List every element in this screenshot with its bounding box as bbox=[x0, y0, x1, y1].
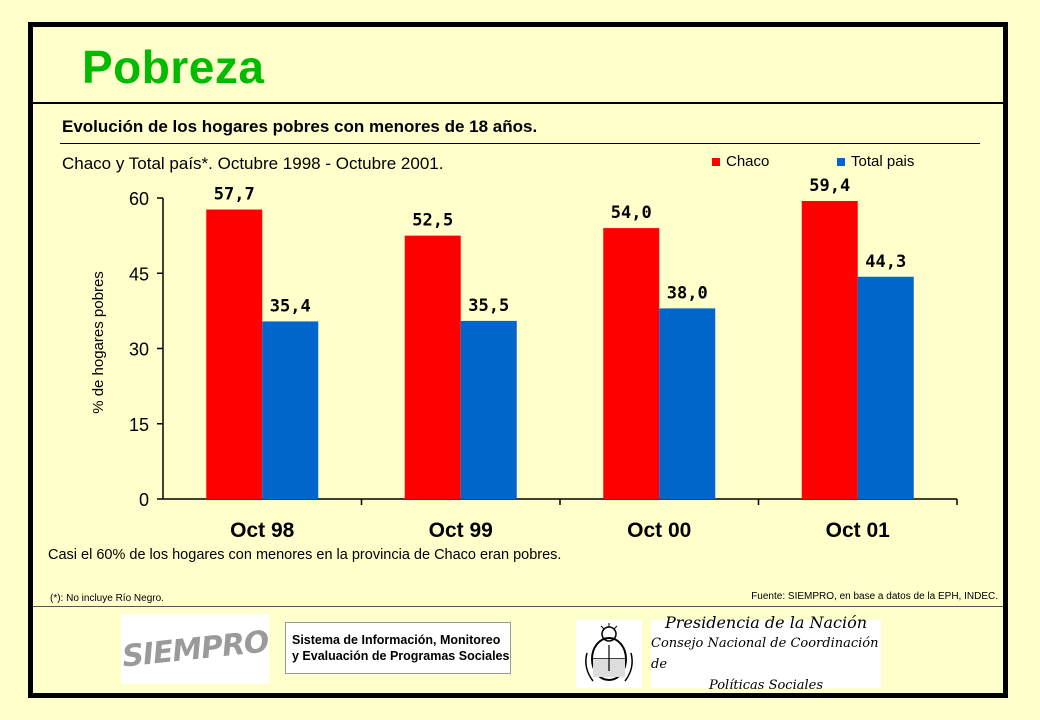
program-logo-line2: y Evaluación de Programas Sociales bbox=[292, 649, 510, 663]
source-note: Fuente: SIEMPRO, en base a datos de la E… bbox=[751, 591, 998, 602]
bar-total-3 bbox=[857, 276, 914, 499]
legend-item-total: Total pais bbox=[837, 153, 914, 170]
data-label: 35,4 bbox=[270, 296, 311, 316]
bar-chaco-2 bbox=[603, 228, 660, 499]
data-label: 54,0 bbox=[611, 203, 652, 223]
legend-label-total: Total pais bbox=[851, 153, 915, 170]
presidency-line3: Políticas Sociales bbox=[708, 678, 824, 693]
y-tick-label: 60 bbox=[129, 189, 149, 209]
data-label: 38,0 bbox=[667, 283, 708, 303]
bar-chaco-0 bbox=[206, 209, 263, 499]
data-label: 35,5 bbox=[468, 296, 509, 316]
legend-swatch-chaco bbox=[712, 157, 720, 166]
coat-of-arms-icon bbox=[576, 620, 642, 688]
data-label: 59,4 bbox=[809, 176, 850, 196]
chart-subtitle-main: Evolución de los hogares pobres con meno… bbox=[62, 117, 538, 136]
chart-note: Casi el 60% de los hogares con menores e… bbox=[48, 547, 562, 563]
legend-item-chaco: Chaco bbox=[712, 153, 769, 170]
chart-subtitle-period: Chaco y Total país*. Octubre 1998 - Octu… bbox=[62, 154, 444, 173]
data-label: 52,5 bbox=[412, 211, 453, 231]
bar-total-0 bbox=[262, 321, 319, 499]
siempro-logo: SIEMPRO bbox=[120, 614, 270, 684]
legend-label-chaco: Chaco bbox=[726, 153, 770, 170]
bar-chaco-1 bbox=[404, 235, 461, 499]
x-tick-label: Oct 98 bbox=[230, 519, 295, 542]
program-logo: Sistema de Información, Monitoreo y Eval… bbox=[285, 622, 511, 674]
x-tick-label: Oct 01 bbox=[826, 519, 891, 542]
y-tick-label: 30 bbox=[129, 340, 149, 360]
legend-swatch-total bbox=[837, 157, 845, 166]
data-label: 44,3 bbox=[865, 252, 906, 272]
y-tick-label: 45 bbox=[129, 264, 149, 284]
title-divider bbox=[33, 102, 1003, 104]
footer-divider bbox=[33, 606, 1003, 607]
bar-total-2 bbox=[659, 308, 716, 499]
bar-total-1 bbox=[460, 320, 517, 499]
subtitle-divider bbox=[60, 143, 980, 144]
bar-chaco-3 bbox=[801, 201, 858, 499]
y-tick-label: 15 bbox=[129, 415, 149, 435]
siempro-logo-text: SIEMPRO bbox=[120, 623, 270, 675]
y-axis-label: % de hogares pobres bbox=[90, 271, 107, 414]
y-tick-label: 0 bbox=[139, 490, 149, 510]
footnote: (*): No incluye Río Negro. bbox=[50, 593, 164, 604]
data-label: 57,7 bbox=[214, 185, 255, 205]
x-tick-label: Oct 00 bbox=[627, 519, 691, 542]
presidency-logo: Presidencia de la Nación Consejo Naciona… bbox=[651, 613, 881, 693]
program-logo-line1: Sistema de Información, Monitoreo bbox=[292, 633, 501, 647]
x-tick-label: Oct 99 bbox=[429, 519, 493, 542]
presidency-line1: Presidencia de la Nación bbox=[664, 613, 868, 632]
presidency-line2: Consejo Nacional de Coordinación de bbox=[651, 636, 879, 672]
page-title: Pobreza bbox=[82, 41, 265, 93]
